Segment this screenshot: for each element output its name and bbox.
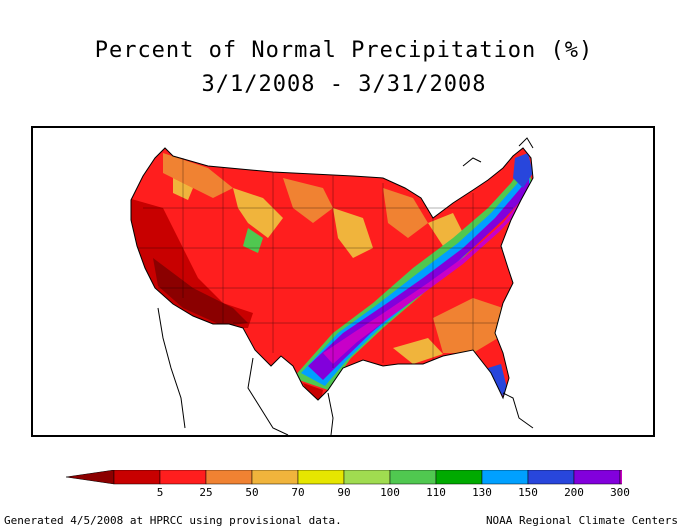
state-boundaries (138, 158, 513, 368)
legend-cell (343, 470, 391, 485)
precipitation-map (130, 137, 534, 435)
legend-tick-label: 90 (337, 486, 351, 499)
legend-tick-label: 100 (380, 486, 400, 499)
legend-cell (573, 470, 621, 485)
credit-note: NOAA Regional Climate Centers (485, 514, 678, 527)
color-legend (66, 470, 622, 485)
legend-cell (481, 470, 529, 485)
legend-tick-label: 130 (472, 486, 492, 499)
map-title: Percent of Normal Precipitation (%) (94, 38, 594, 63)
legend-cell (205, 470, 253, 485)
legend-cell (435, 470, 483, 485)
legend-cell (389, 470, 437, 485)
legend-cell (297, 470, 345, 485)
conus-land (130, 147, 534, 401)
legend-cell (527, 470, 575, 485)
generated-note: Generated 4/5/2008 at HPRCC using provis… (4, 514, 342, 527)
legend-cell (619, 470, 622, 485)
legend-cell (251, 470, 299, 485)
legend-arrow-low (66, 470, 115, 485)
legend-cell (159, 470, 207, 485)
date-range: 3/1/2008 - 3/31/2008 (201, 72, 487, 97)
legend-tick-label: 25 (199, 486, 213, 499)
legend-tick-label: 50 (245, 486, 259, 499)
legend-tick-label: 5 (156, 486, 164, 499)
legend-tick-label: 110 (426, 486, 446, 499)
border-lines (157, 137, 534, 435)
legend-cell (113, 470, 161, 485)
legend-tick-label: 70 (291, 486, 305, 499)
map-frame (31, 126, 655, 437)
legend-tick-label: 300 (610, 486, 630, 499)
legend-tick-label: 200 (564, 486, 584, 499)
legend-tick-label: 150 (518, 486, 538, 499)
